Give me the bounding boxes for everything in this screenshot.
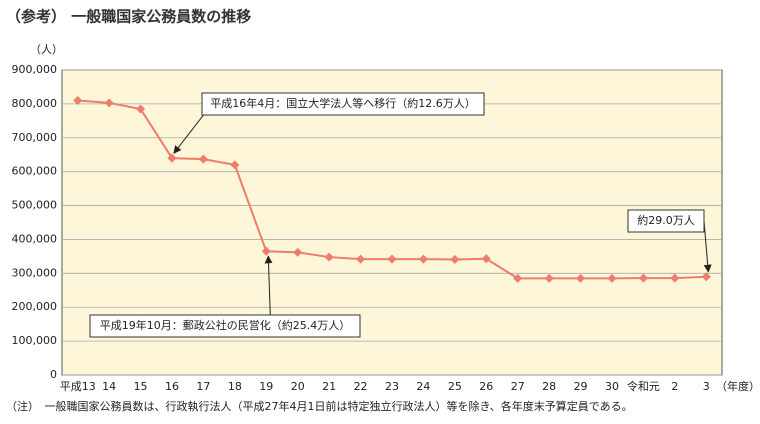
x-tick-label: 14: [102, 380, 116, 393]
x-tick-label: 17: [196, 380, 210, 393]
chart-title: （参考） 一般職国家公務員数の推移: [6, 8, 251, 26]
x-tick-label: 平成13: [60, 380, 96, 393]
data-point: [198, 154, 208, 164]
x-tick-label: 令和元: [627, 379, 660, 393]
y-tick-label: 400,000: [12, 232, 58, 245]
y-tick-label: 100,000: [12, 334, 58, 347]
data-point: [324, 252, 334, 262]
data-point: [701, 272, 711, 282]
x-tick-label: 30: [605, 380, 619, 393]
x-tick-label: 16: [165, 380, 179, 393]
y-tick-label: 300,000: [12, 266, 58, 279]
annotation: 約29.0万人: [637, 213, 695, 227]
data-point: [513, 273, 523, 283]
data-point: [293, 247, 303, 257]
annotation-box: [201, 92, 485, 116]
data-point: [481, 254, 491, 264]
x-axis-label: （年度）: [716, 379, 760, 393]
x-tick-label: 23: [385, 380, 399, 393]
note: （注） 一般職国家公務員数は、行政執行法人（平成27年4月1日前は特定独立行政法…: [6, 399, 633, 413]
x-tick-label: 25: [448, 380, 462, 393]
data-point: [418, 254, 428, 264]
annotation-box: [89, 314, 361, 338]
annotation: 平成16年4月：国立大学法人等へ移行（約12.6万人）: [210, 96, 476, 110]
data-point: [607, 273, 617, 283]
annotation-arrow: [703, 220, 712, 273]
data-point: [576, 273, 586, 283]
data-point: [387, 254, 397, 264]
x-tick-label: 28: [542, 380, 556, 393]
y-tick-label: 900,000: [12, 63, 58, 76]
x-tick-label: 27: [511, 380, 525, 393]
x-tick-label: 29: [574, 380, 588, 393]
annotation-arrow: [264, 255, 273, 316]
data-point: [167, 153, 177, 163]
x-tick-label: 22: [354, 380, 368, 393]
data-point: [73, 96, 83, 105]
x-tick-label: 21: [322, 380, 336, 393]
x-tick-label: 15: [134, 380, 148, 393]
x-tick-label: 24: [416, 380, 430, 393]
y-tick-label: 600,000: [12, 165, 58, 178]
y-tick-label: 200,000: [12, 300, 58, 313]
data-point: [670, 273, 680, 283]
data-point: [230, 160, 240, 170]
x-tick-label: 3: [703, 380, 710, 393]
data-point: [450, 254, 460, 264]
y-tick-label: 0: [50, 368, 57, 381]
data-point: [136, 104, 146, 114]
x-tick-label: 18: [228, 380, 242, 393]
x-tick-label: 20: [291, 380, 305, 393]
x-tick-label: 2: [671, 380, 678, 393]
data-point: [104, 98, 114, 108]
y-tick-label: 700,000: [12, 131, 58, 144]
data-point: [638, 273, 648, 283]
x-tick-label: 19: [259, 380, 273, 393]
y-tick-label: 500,000: [12, 199, 58, 212]
data-point: [544, 273, 554, 283]
x-tick-label: 26: [479, 380, 493, 393]
y-tick-label: 800,000: [12, 97, 58, 110]
annotation: 平成19年10月：郵政公社の民営化（約25.4万人）: [100, 318, 351, 332]
y-axis-label: （人）: [30, 43, 63, 56]
data-point: [356, 254, 366, 264]
data-point: [261, 246, 271, 256]
annotation-box: [627, 209, 705, 233]
